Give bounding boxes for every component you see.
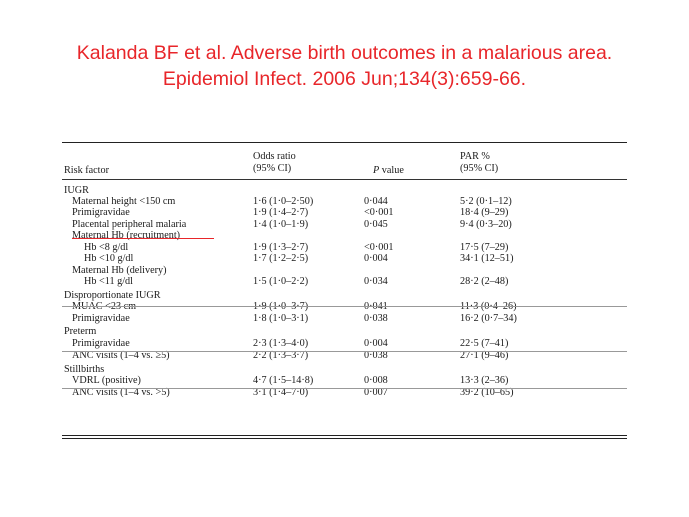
table-row: Placental peripheral malaria 1·4 (1·0–1·9… xyxy=(62,219,627,230)
table-row: Maternal height <150 cm 1·6 (1·0–2·50) 0·0… xyxy=(62,196,627,207)
risk-factor-cell: Primigravidae xyxy=(72,207,130,218)
p-value-cell: <0·001 xyxy=(364,242,394,253)
table-row: Hb <11 g/dl 1·5 (1·0–2·2) 0·034 28·2 (2–48) xyxy=(62,276,627,287)
par-cell: 16·2 (0·7–34) xyxy=(460,313,517,324)
p-value-cell: 0·038 xyxy=(364,313,388,324)
risk-factor-cell: Maternal Hb (delivery) xyxy=(72,265,167,276)
group-divider xyxy=(62,351,627,352)
header-odds-ratio: Odds ratio xyxy=(253,151,296,162)
par-cell: 5·2 (0·1–12) xyxy=(460,196,512,207)
risk-factor-cell: Preterm xyxy=(64,326,97,337)
table-row: Maternal Hb (delivery) xyxy=(62,265,627,276)
p-value-cell: 0·008 xyxy=(364,375,388,386)
header-par: PAR % xyxy=(460,151,490,162)
odds-ratio-cell: 1·9 (1·3–2·7) xyxy=(253,242,309,253)
table-row: Hb <8 g/dl 1·9 (1·3–2·7) <0·001 17·5 (7–29) xyxy=(62,242,627,253)
header-rule xyxy=(62,179,627,180)
risk-factor-cell: Placental peripheral malaria xyxy=(72,219,187,230)
table-row: Stillbirths xyxy=(62,364,627,375)
odds-ratio-cell: 1·5 (1·0–2·2) xyxy=(253,276,309,287)
table-bottom-rule xyxy=(62,435,627,439)
header-odds-ci: (95% CI) xyxy=(253,163,292,174)
par-cell: 13·3 (2–36) xyxy=(460,375,509,386)
risk-factor-cell: Hb <10 g/dl xyxy=(84,253,134,264)
table-row: Primigravidae 1·9 (1·4–2·7) <0·001 18·4 (9–… xyxy=(62,207,627,218)
table-row: ANC visits (1–4 vs. ≥5) 2·2 (1·3–3·7) 0·03… xyxy=(62,350,627,361)
header-p-value-label: value xyxy=(381,165,404,176)
odds-ratio-cell: 2·2 (1·3–3·7) xyxy=(253,350,309,361)
table-top-rule xyxy=(62,142,627,143)
par-cell: 34·1 (12–51) xyxy=(460,253,514,264)
table-row: IUGR xyxy=(62,185,627,196)
table-row: Primigravidae 1·8 (1·0–3·1) 0·038 16·2 (0·7… xyxy=(62,313,627,324)
risk-factor-cell: VDRL (positive) xyxy=(72,375,141,386)
risk-factor-cell: ANC visits (1–4 vs. ≥5) xyxy=(72,350,170,361)
par-cell: 39·2 (10–65) xyxy=(460,387,514,398)
risk-factor-cell: Primigravidae xyxy=(72,313,130,324)
header-risk-factor: Risk factor xyxy=(64,165,109,176)
table-row: Hb <10 g/dl 1·7 (1·2–2·5) 0·004 34·1 (12–51… xyxy=(62,253,627,264)
par-cell: 18·4 (9–29) xyxy=(460,207,509,218)
p-value-cell: 0·004 xyxy=(364,253,388,264)
header-p-value: P value xyxy=(373,165,404,176)
table-row: Disproportionate IUGR xyxy=(62,290,627,301)
par-cell: 17·5 (7–29) xyxy=(460,242,509,253)
table-row: Maternal Hb (recruitment) xyxy=(62,230,627,241)
p-value-cell: 0·034 xyxy=(364,276,388,287)
citation-line-2: Epidemiol Infect. 2006 Jun;134(3):659-66… xyxy=(162,68,527,90)
risk-factor-cell: Disproportionate IUGR xyxy=(64,290,161,301)
p-value-cell: <0·001 xyxy=(364,207,394,218)
citation-title: Kalanda BF et al. Adverse birth outcomes… xyxy=(0,40,689,92)
p-value-cell: 0·007 xyxy=(364,387,388,398)
risk-factor-cell: Stillbirths xyxy=(64,364,105,375)
risk-factor-cell: Hb <8 g/dl xyxy=(84,242,129,253)
p-value-cell: 0·038 xyxy=(364,350,388,361)
table-row: Preterm xyxy=(62,326,627,337)
odds-ratio-cell: 2·3 (1·3–4·0) xyxy=(253,338,309,349)
group-divider xyxy=(62,388,627,389)
odds-ratio-cell: 4·7 (1·5–14·8) xyxy=(253,375,314,386)
risk-factor-cell: Maternal Hb (recruitment) xyxy=(72,230,181,241)
par-cell: 27·1 (9–46) xyxy=(460,350,509,361)
header-par-ci: (95% CI) xyxy=(460,163,499,174)
group-divider xyxy=(62,306,627,307)
par-cell: 28·2 (2–48) xyxy=(460,276,509,287)
par-cell: 9·4 (0·3–20) xyxy=(460,219,512,230)
table-row: VDRL (positive) 4·7 (1·5–14·8) 0·008 13·3 (… xyxy=(62,375,627,386)
odds-ratio-cell: 3·1 (1·4–7·0) xyxy=(253,387,309,398)
placental-malaria-underline xyxy=(72,238,214,239)
odds-ratio-cell: 1·9 (1·4–2·7) xyxy=(253,207,309,218)
risk-factor-cell: IUGR xyxy=(64,185,89,196)
par-cell: 22·5 (7–41) xyxy=(460,338,509,349)
citation-line-1: Kalanda BF et al. Adverse birth outcomes… xyxy=(76,42,613,64)
odds-ratio-cell: 1·8 (1·0–3·1) xyxy=(253,313,309,324)
table-row: ANC visits (1–4 vs. >5) 3·1 (1·4–7·0) 0·00… xyxy=(62,387,627,398)
risk-factor-cell: Primigravidae xyxy=(72,338,130,349)
p-value-cell: 0·045 xyxy=(364,219,388,230)
odds-ratio-cell: 1·4 (1·0–1·9) xyxy=(253,219,309,230)
odds-ratio-cell: 1·6 (1·0–2·50) xyxy=(253,196,314,207)
risk-factor-cell: Maternal height <150 cm xyxy=(72,196,176,207)
risk-factor-cell: ANC visits (1–4 vs. >5) xyxy=(72,387,170,398)
table-row: Primigravidae 2·3 (1·3–4·0) 0·004 22·5 (7–4… xyxy=(62,338,627,349)
odds-ratio-cell: 1·7 (1·2–2·5) xyxy=(253,253,309,264)
p-value-cell: 0·044 xyxy=(364,196,388,207)
risk-factor-cell: Hb <11 g/dl xyxy=(84,276,133,287)
p-value-cell: 0·004 xyxy=(364,338,388,349)
